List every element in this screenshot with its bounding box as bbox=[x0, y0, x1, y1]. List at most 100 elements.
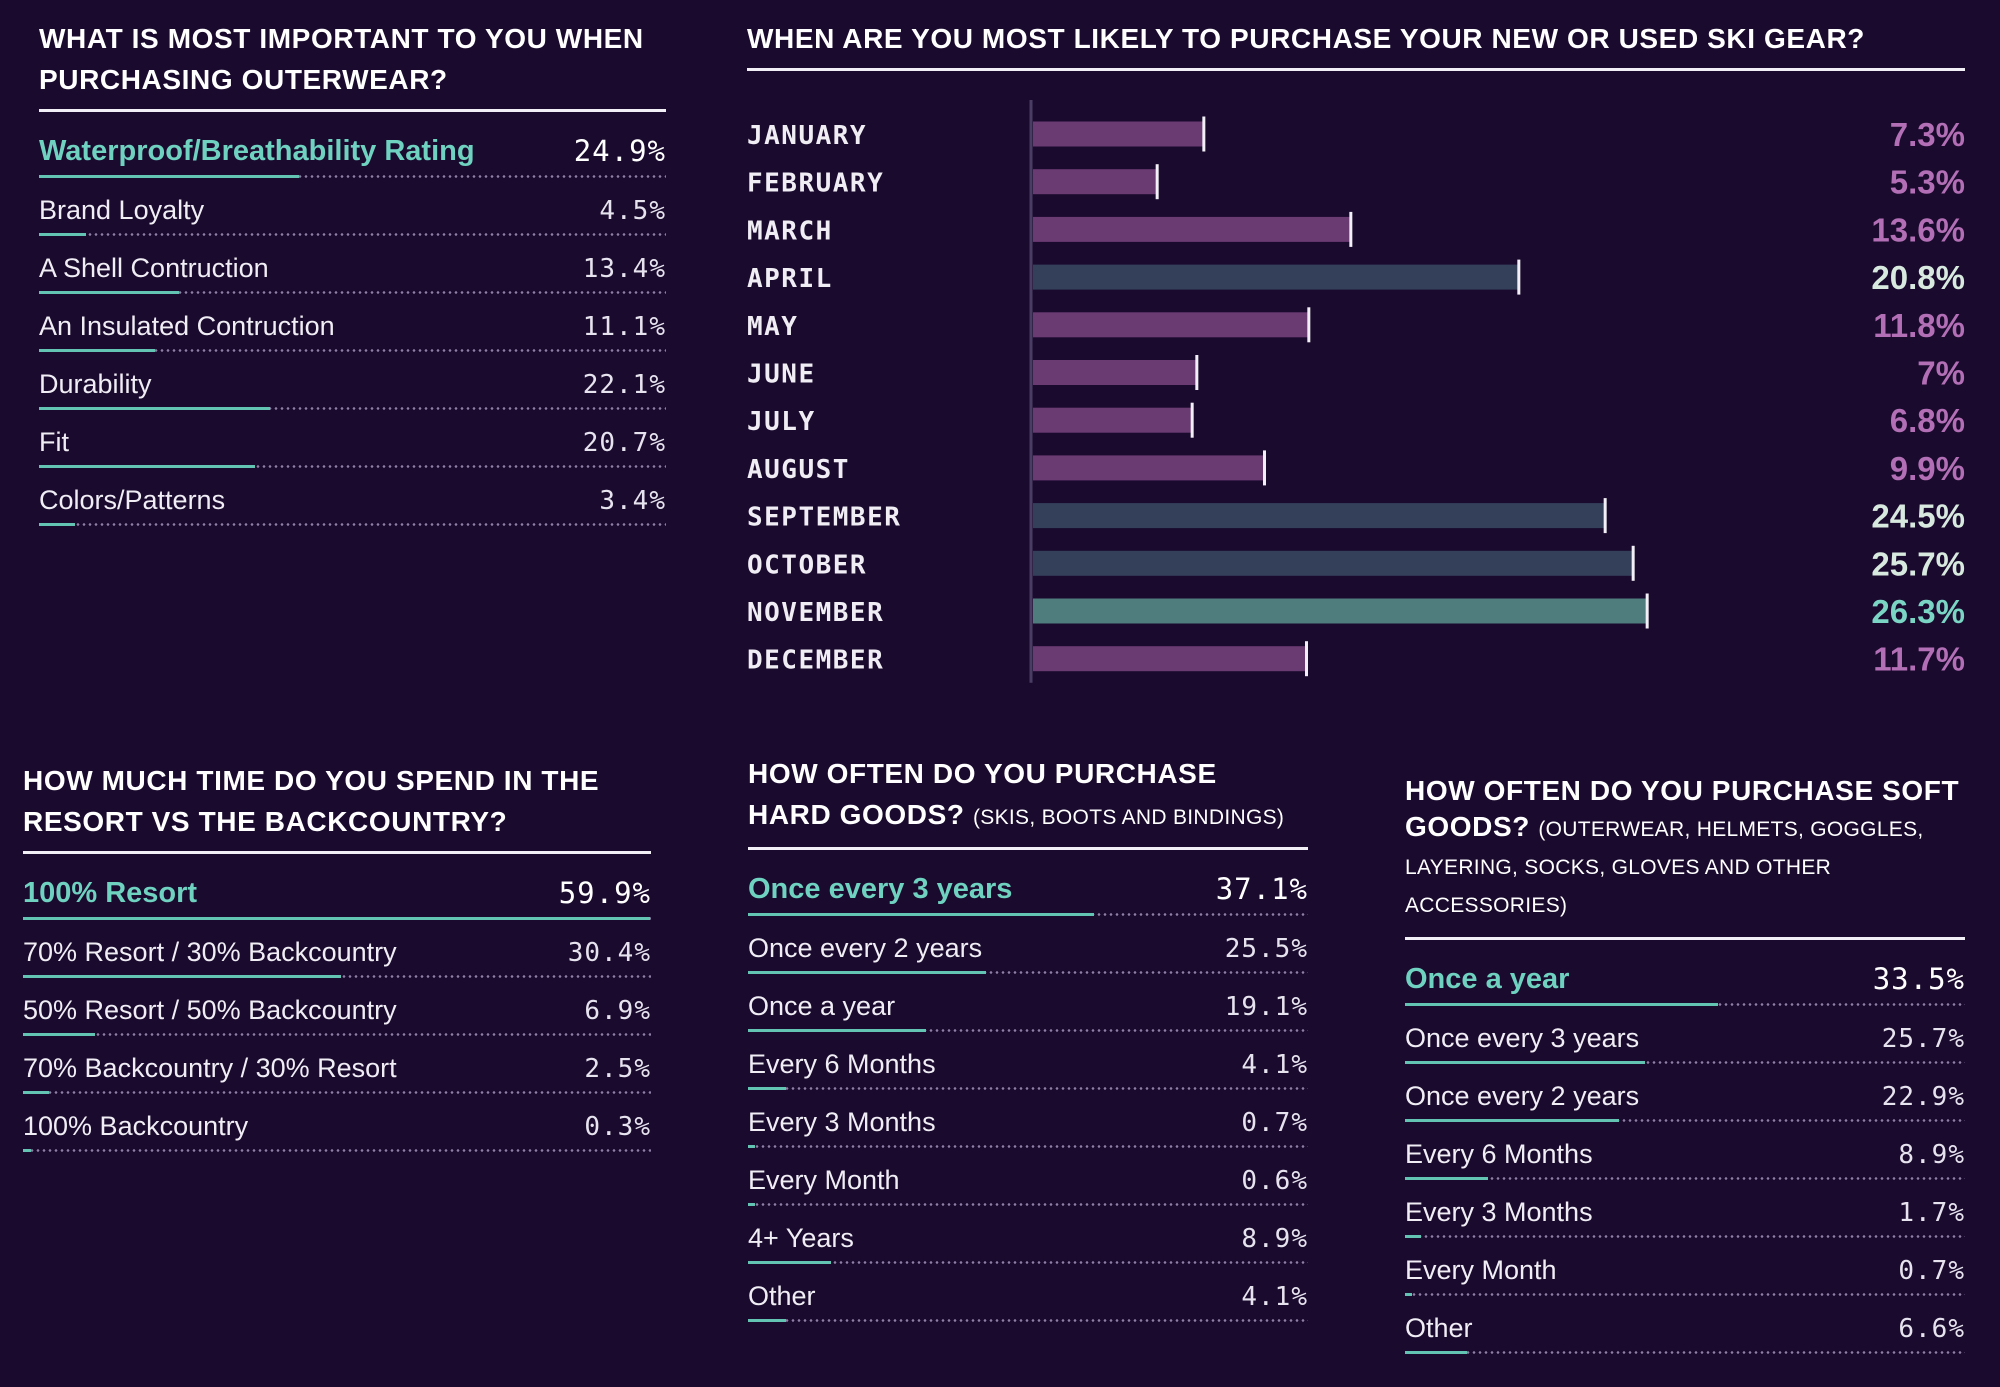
item-label: Colors/Patterns bbox=[39, 485, 226, 515]
soft-goods-title: HOW OFTEN DO YOU PURCHASE SOFT GOODS? (O… bbox=[1405, 773, 1965, 923]
item-value: 20.7% bbox=[582, 428, 666, 458]
item-value: 2.5% bbox=[584, 1054, 651, 1084]
month-bar bbox=[1033, 121, 1204, 147]
item-label: Waterproof/Breathability Rating bbox=[39, 135, 475, 167]
item-value: 13.4% bbox=[582, 254, 666, 284]
item-share-bar bbox=[1405, 1119, 1619, 1122]
month-label: NOVEMBER bbox=[747, 598, 884, 628]
month-value-label: 9.9% bbox=[1890, 450, 1965, 487]
item-value: 0.7% bbox=[1241, 1108, 1308, 1138]
item-value: 19.1% bbox=[1224, 992, 1308, 1022]
item-share-bar bbox=[23, 917, 650, 920]
resort-time-title: HOW MUCH TIME DO YOU SPEND IN THE RESORT… bbox=[23, 765, 600, 837]
item-share-bar bbox=[1405, 1293, 1412, 1296]
list-item: Every 3 Months 0.7% bbox=[748, 1090, 1308, 1148]
item-label: Once every 2 years bbox=[1405, 1081, 1640, 1111]
item-share-bar bbox=[748, 1087, 787, 1090]
item-share-bar bbox=[39, 407, 270, 410]
list-item: Waterproof/Breathability Rating 24.9% bbox=[39, 112, 666, 178]
outerwear-panel: WHAT IS MOST IMPORTANT TO YOU WHEN PURCH… bbox=[39, 18, 666, 526]
item-label: Every 6 Months bbox=[748, 1049, 936, 1079]
month-bar-cap bbox=[1631, 545, 1635, 581]
list-item: 50% Resort / 50% Backcountry 6.9% bbox=[23, 978, 651, 1036]
item-label: 70% Backcountry / 30% Resort bbox=[23, 1053, 397, 1083]
item-value: 4.1% bbox=[1241, 1050, 1308, 1080]
item-value: 30.4% bbox=[567, 938, 651, 968]
month-bar-cap bbox=[1307, 307, 1311, 343]
list-item: Once a year 19.1% bbox=[748, 974, 1308, 1032]
title-rule bbox=[1405, 937, 1965, 940]
item-share-bar bbox=[748, 1203, 755, 1206]
month-bar-cap bbox=[1517, 259, 1521, 295]
item-share-bar bbox=[1405, 1351, 1467, 1354]
list-item: Other 6.6% bbox=[1405, 1296, 1965, 1354]
list-item: Once every 2 years 22.9% bbox=[1405, 1064, 1965, 1122]
item-value: 24.9% bbox=[573, 134, 666, 168]
outerwear-list: Waterproof/Breathability Rating 24.9% Bran… bbox=[39, 112, 666, 526]
list-item: A Shell Contruction 13.4% bbox=[39, 236, 666, 294]
month-label: JANUARY bbox=[747, 121, 867, 151]
item-label: Brand Loyalty bbox=[39, 195, 205, 225]
soft-goods-title-main: HOW OFTEN DO YOU PURCHASE SOFT GOODS? bbox=[1405, 775, 1960, 842]
month-label: JULY bbox=[747, 407, 816, 437]
item-value: 25.5% bbox=[1224, 934, 1308, 964]
item-share-bar bbox=[39, 291, 180, 294]
list-item: Colors/Patterns 3.4% bbox=[39, 468, 666, 526]
month-value-label: 25.7% bbox=[1871, 545, 1965, 582]
outerwear-title: WHAT IS MOST IMPORTANT TO YOU WHEN PURCH… bbox=[39, 23, 644, 95]
list-item: 100% Backcountry 0.3% bbox=[23, 1094, 651, 1152]
item-value: 6.6% bbox=[1898, 1314, 1965, 1344]
list-item: Durability 22.1% bbox=[39, 352, 666, 410]
soft-goods-panel: HOW OFTEN DO YOU PURCHASE SOFT GOODS? (O… bbox=[1405, 773, 1965, 1354]
title-rule bbox=[747, 68, 1965, 71]
month-bar-cap bbox=[1195, 355, 1199, 390]
month-label: OCTOBER bbox=[747, 550, 867, 580]
item-value: 59.9% bbox=[558, 876, 651, 910]
item-label: Every Month bbox=[748, 1165, 900, 1195]
item-share-bar bbox=[23, 1149, 31, 1152]
hard-goods-title-main: HOW OFTEN DO YOU PURCHASE HARD GOODS? bbox=[748, 758, 1217, 830]
item-value: 0.7% bbox=[1898, 1256, 1965, 1286]
month-value-label: 11.7% bbox=[1873, 641, 1965, 678]
month-bar bbox=[1033, 407, 1192, 433]
item-label: Every 3 Months bbox=[1405, 1197, 1593, 1227]
month-value-label: 13.6% bbox=[1871, 211, 1965, 248]
list-item: Fit 20.7% bbox=[39, 410, 666, 468]
list-item: Other 4.1% bbox=[748, 1264, 1308, 1322]
list-item: Once every 3 years 25.7% bbox=[1405, 1006, 1965, 1064]
month-bar bbox=[1033, 312, 1309, 338]
resort-time-panel: HOW MUCH TIME DO YOU SPEND IN THE RESORT… bbox=[23, 760, 651, 1152]
month-bar-cap bbox=[1305, 641, 1308, 677]
item-label: Other bbox=[1405, 1313, 1473, 1343]
item-share-bar bbox=[23, 1033, 96, 1036]
item-share-bar bbox=[748, 913, 1095, 916]
item-share-bar bbox=[748, 1261, 832, 1264]
hard-goods-subtitle: (SKIS, BOOTS AND BINDINGS) bbox=[973, 806, 1285, 829]
month-label: AUGUST bbox=[747, 455, 850, 485]
month-bar bbox=[1033, 455, 1264, 481]
item-share-bar bbox=[748, 971, 986, 974]
month-value-label: 5.3% bbox=[1890, 164, 1965, 201]
list-item: 100% Resort 59.9% bbox=[23, 854, 651, 920]
item-label: 4+ Years bbox=[748, 1223, 854, 1253]
item-value: 0.6% bbox=[1241, 1166, 1308, 1196]
item-share-bar bbox=[39, 175, 300, 178]
item-label: A Shell Contruction bbox=[39, 253, 269, 283]
item-value: 25.7% bbox=[1881, 1024, 1965, 1054]
month-bar-cap bbox=[1645, 593, 1649, 629]
soft-goods-list: Once a year 33.5% Once every 3 years 25.7% O… bbox=[1405, 940, 1965, 1354]
month-value-label: 20.8% bbox=[1871, 259, 1965, 296]
resort-time-list: 100% Resort 59.9% 70% Resort / 30% Backcou… bbox=[23, 854, 651, 1152]
item-label: Other bbox=[748, 1281, 816, 1311]
item-label: Once every 3 years bbox=[748, 873, 1013, 905]
item-share-bar bbox=[39, 349, 155, 352]
item-share-bar bbox=[23, 975, 342, 978]
item-value: 11.1% bbox=[582, 312, 666, 342]
list-item: 70% Backcountry / 30% Resort 2.5% bbox=[23, 1036, 651, 1094]
title-rule bbox=[39, 109, 666, 112]
item-label: 70% Resort / 30% Backcountry bbox=[23, 937, 397, 967]
hard-goods-title: HOW OFTEN DO YOU PURCHASE HARD GOODS? (S… bbox=[748, 753, 1308, 838]
item-share-bar bbox=[1405, 1177, 1489, 1180]
month-bar bbox=[1033, 216, 1351, 242]
month-bar bbox=[1033, 264, 1519, 290]
